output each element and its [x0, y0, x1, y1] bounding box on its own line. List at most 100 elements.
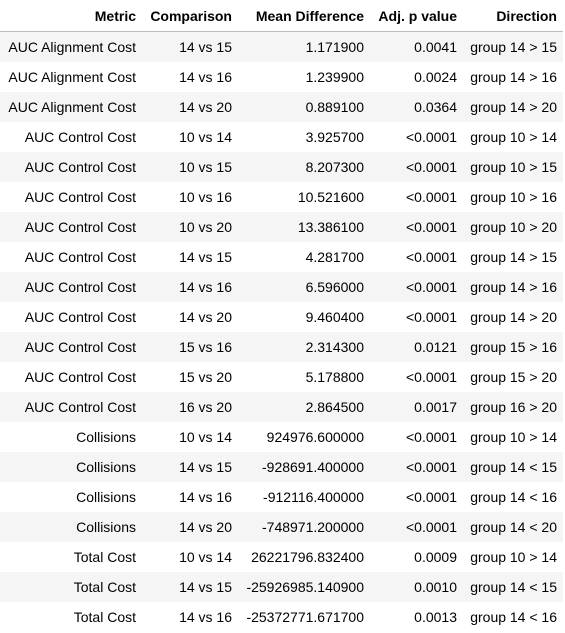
cell-comparison: 14 vs 20 [179, 519, 232, 535]
table-row: AUC Control Cost 10 vs 14 3.925700 <0.0001 g… [0, 122, 563, 152]
table-row: AUC Control Cost 14 vs 15 4.281700 <0.0001 g… [0, 242, 563, 272]
cell-adj-p-value: <0.0001 [406, 459, 457, 475]
header-comparison: Comparison [142, 0, 238, 32]
cell-mean-difference: -748971.200000 [262, 519, 364, 535]
cell-mean-difference: 8.207300 [305, 159, 364, 175]
cell-adj-p-value: 0.0017 [414, 399, 457, 415]
cell-direction: group 14 > 15 [470, 249, 557, 265]
cell-metric: AUC Control Cost [24, 219, 136, 235]
table-row: AUC Control Cost 10 vs 20 13.386100 <0.0001… [0, 212, 563, 242]
cell-mean-difference: -912116.400000 [263, 489, 364, 505]
table-row: Collisions 14 vs 20 -748971.200000 <0.0001 g… [0, 512, 563, 542]
cell-mean-difference: 0.889100 [305, 99, 364, 115]
cell-adj-p-value: <0.0001 [406, 129, 457, 145]
cell-direction: group 10 > 14 [470, 429, 557, 445]
table-row: Collisions 14 vs 16 -912116.400000 <0.0001 g… [0, 482, 563, 512]
table-row: AUC Alignment Cost 14 vs 15 1.171900 0.0041… [0, 31, 563, 62]
cell-metric: Collisions [76, 489, 136, 505]
table-row: AUC Control Cost 16 vs 20 2.864500 0.0017 gr… [0, 392, 563, 422]
table-row: AUC Control Cost 10 vs 15 8.207300 <0.0001 g… [0, 152, 563, 182]
cell-comparison: 10 vs 15 [179, 159, 232, 175]
cell-metric: Collisions [76, 459, 136, 475]
cell-adj-p-value: <0.0001 [406, 429, 457, 445]
cell-adj-p-value: 0.0009 [414, 549, 457, 565]
cell-adj-p-value: <0.0001 [406, 309, 457, 325]
cell-mean-difference: -25372771.671700 [246, 609, 364, 625]
cell-metric: AUC Alignment Cost [8, 39, 136, 55]
cell-mean-difference: 26221796.832400 [251, 549, 364, 565]
cell-direction: group 10 > 16 [470, 189, 557, 205]
cell-metric: AUC Control Cost [24, 249, 136, 265]
cell-adj-p-value: <0.0001 [406, 219, 457, 235]
cell-direction: group 14 > 16 [470, 279, 557, 295]
cell-adj-p-value: <0.0001 [406, 159, 457, 175]
table-row: AUC Control Cost 15 vs 20 5.178800 <0.0001 g… [0, 362, 563, 392]
table-header: Metric Comparison Mean Difference Adj. p… [0, 0, 563, 32]
cell-comparison: 14 vs 20 [179, 99, 232, 115]
cell-comparison: 10 vs 14 [179, 549, 232, 565]
cell-comparison: 10 vs 16 [179, 189, 232, 205]
cell-metric: AUC Control Cost [24, 339, 136, 355]
table-row: AUC Alignment Cost 14 vs 16 1.239900 0.0024… [0, 62, 563, 92]
cell-comparison: 14 vs 16 [179, 489, 232, 505]
cell-metric: AUC Control Cost [24, 129, 136, 145]
cell-metric: AUC Control Cost [24, 309, 136, 325]
cell-metric: Total Cost [73, 609, 136, 625]
cell-comparison: 10 vs 14 [179, 129, 232, 145]
table-row: Collisions 14 vs 15 -928691.400000 <0.0001 g… [0, 452, 563, 482]
cell-mean-difference: 6.596000 [305, 279, 364, 295]
cell-comparison: 16 vs 20 [179, 399, 232, 415]
table-row: Total Cost 10 vs 14 26221796.832400 0.0009 g… [0, 542, 563, 572]
cell-comparison: 10 vs 20 [179, 219, 232, 235]
cell-metric: Total Cost [73, 579, 136, 595]
cell-adj-p-value: <0.0001 [406, 369, 457, 385]
table-row: Total Cost 14 vs 16 -25372771.671700 0.0013… [0, 602, 563, 632]
cell-mean-difference: 9.460400 [305, 309, 364, 325]
cell-mean-difference: 1.239900 [305, 69, 364, 85]
cell-metric: Collisions [76, 519, 136, 535]
table-row: AUC Alignment Cost 14 vs 20 0.889100 0.0364… [0, 92, 563, 122]
cell-direction: group 15 > 20 [470, 369, 557, 385]
cell-comparison: 14 vs 16 [179, 279, 232, 295]
cell-comparison: 14 vs 15 [179, 249, 232, 265]
cell-comparison: 14 vs 20 [179, 309, 232, 325]
table-row: AUC Control Cost 15 vs 16 2.314300 0.0121 gr… [0, 332, 563, 362]
cell-adj-p-value: 0.0013 [414, 609, 457, 625]
cell-direction: group 10 > 14 [470, 549, 557, 565]
cell-mean-difference: 10.521600 [297, 189, 364, 205]
cell-metric: AUC Control Cost [24, 369, 136, 385]
cell-direction: group 14 < 15 [470, 459, 557, 475]
cell-metric: AUC Alignment Cost [8, 69, 136, 85]
header-adj-p-value: Adj. p value [370, 0, 463, 32]
cell-adj-p-value: <0.0001 [406, 189, 457, 205]
cell-direction: group 14 < 15 [470, 579, 557, 595]
table-row: AUC Control Cost 10 vs 16 10.521600 <0.0001… [0, 182, 563, 212]
cell-comparison: 15 vs 20 [179, 369, 232, 385]
cell-metric: AUC Control Cost [24, 279, 136, 295]
cell-direction: group 10 > 14 [470, 129, 557, 145]
cell-adj-p-value: 0.0024 [414, 69, 457, 85]
cell-mean-difference: 3.925700 [305, 129, 364, 145]
cell-direction: group 14 < 16 [470, 609, 557, 625]
cell-mean-difference: -25926985.140900 [246, 579, 364, 595]
cell-comparison: 10 vs 14 [179, 429, 232, 445]
cell-mean-difference: 13.386100 [297, 219, 364, 235]
cell-mean-difference: 4.281700 [305, 249, 364, 265]
cell-metric: Total Cost [73, 549, 136, 565]
cell-comparison: 14 vs 15 [179, 459, 232, 475]
header-mean-difference: Mean Difference [238, 0, 370, 32]
table-row: AUC Control Cost 14 vs 20 9.460400 <0.0001 g… [0, 302, 563, 332]
cell-adj-p-value: <0.0001 [406, 249, 457, 265]
cell-adj-p-value: <0.0001 [406, 489, 457, 505]
cell-comparison: 15 vs 16 [179, 339, 232, 355]
cell-metric: AUC Control Cost [24, 189, 136, 205]
cell-mean-difference: 1.171900 [305, 39, 364, 55]
cell-metric: Collisions [76, 429, 136, 445]
cell-mean-difference: 2.864500 [305, 399, 364, 415]
cell-adj-p-value: 0.0041 [414, 39, 457, 55]
cell-direction: group 15 > 16 [470, 339, 557, 355]
cell-direction: group 14 > 16 [470, 69, 557, 85]
cell-adj-p-value: <0.0001 [406, 279, 457, 295]
table-row: Collisions 10 vs 14 924976.600000 <0.0001 gr… [0, 422, 563, 452]
